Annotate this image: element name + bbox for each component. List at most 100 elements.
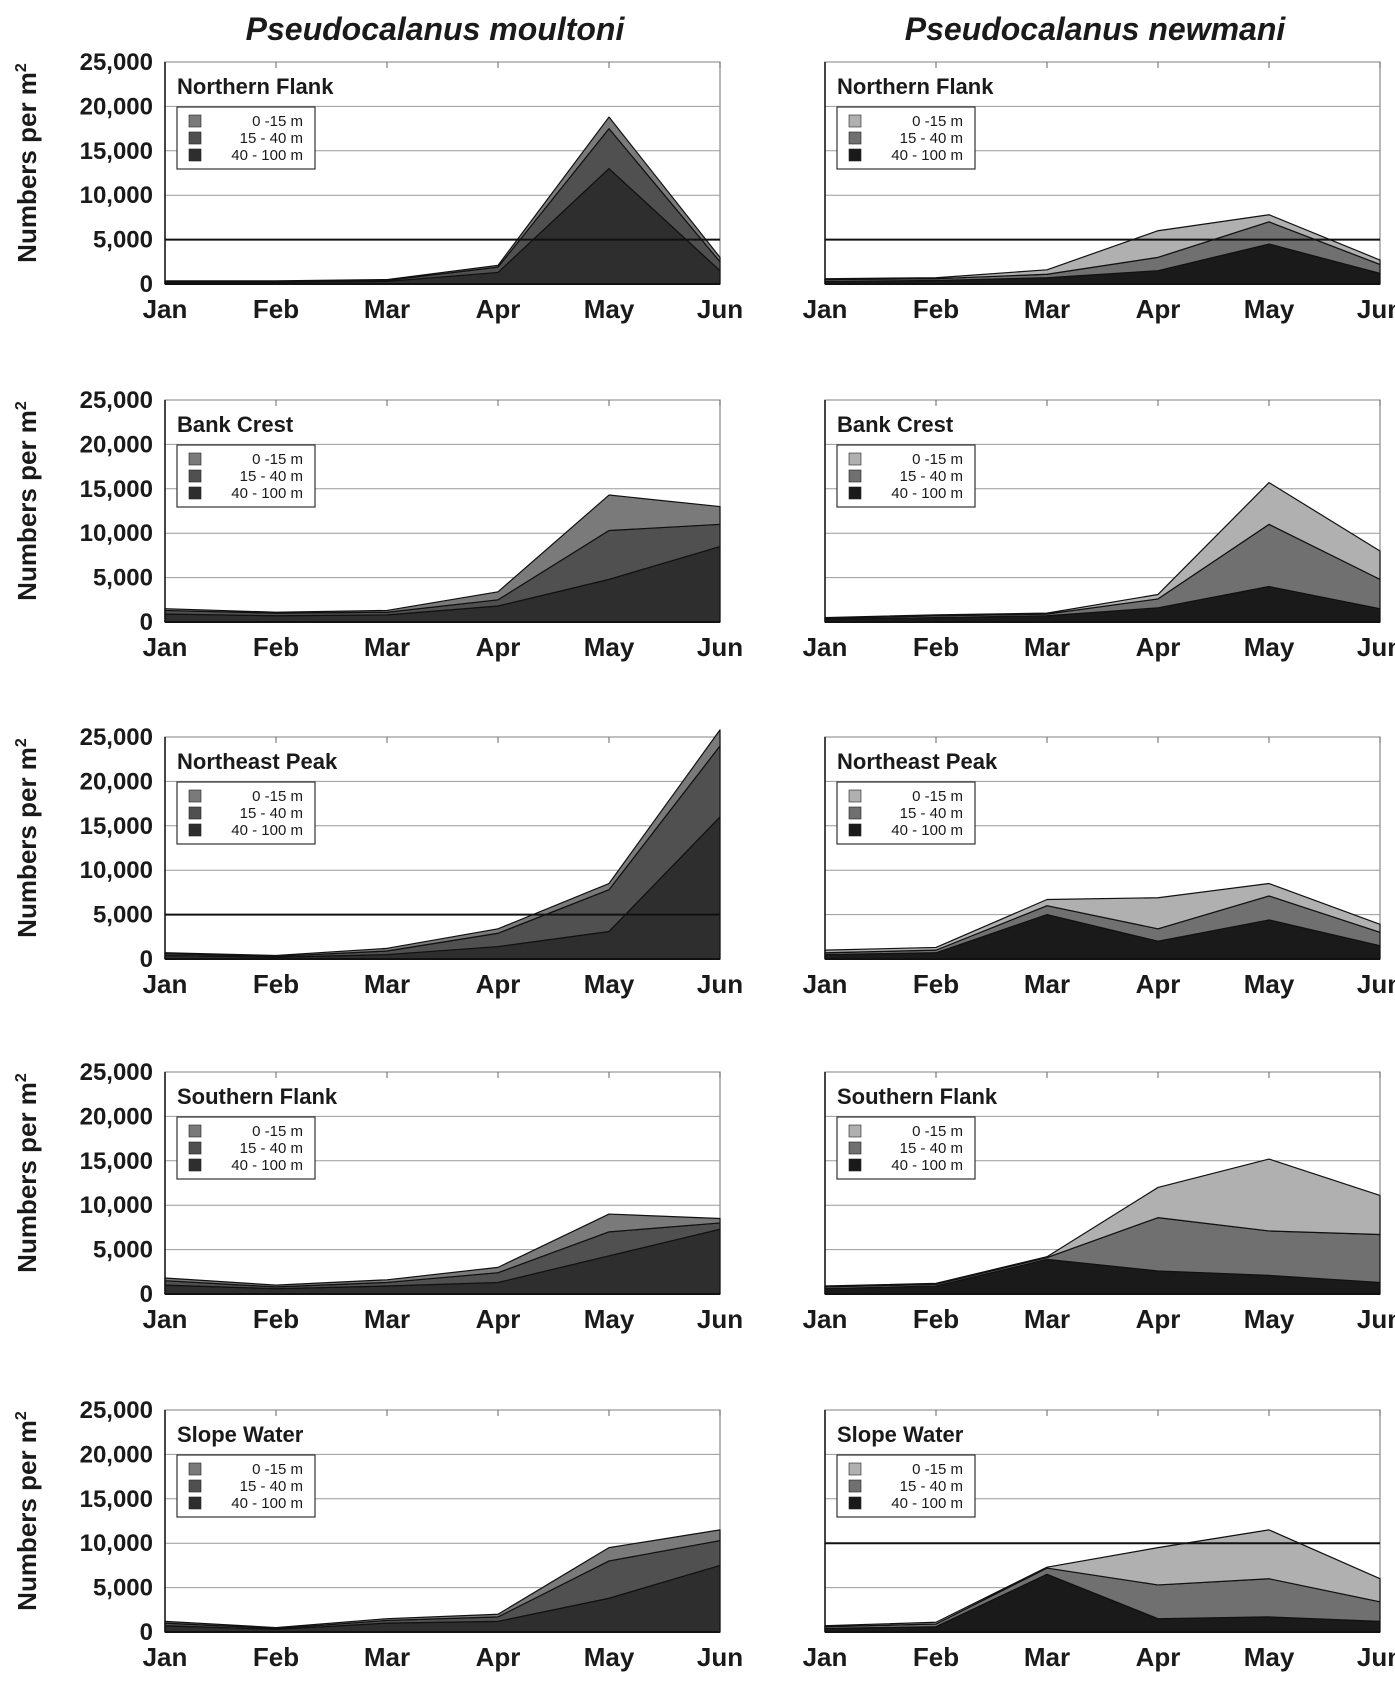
x-tick-label: Jan	[143, 1642, 188, 1672]
x-tick-label: May	[584, 632, 635, 662]
legend-label: 15 - 40 m	[900, 468, 963, 485]
y-tick-label: 20,000	[80, 93, 153, 120]
x-tick-label: Apr	[1136, 969, 1181, 999]
x-tick-label: May	[584, 969, 635, 999]
x-tick-label: Jan	[803, 1642, 848, 1672]
x-tick-label: Apr	[476, 1304, 521, 1334]
y-tick-label: 25,000	[80, 1397, 153, 1424]
legend-swatch	[188, 469, 202, 483]
x-tick-label: Feb	[913, 294, 959, 324]
y-tick-label: 20,000	[80, 1441, 153, 1468]
x-tick-label: Feb	[253, 632, 299, 662]
legend-swatch	[848, 131, 862, 145]
x-tick-label: May	[1244, 1642, 1295, 1672]
legend-swatch	[848, 789, 862, 803]
panel-moultoni-slope-water: 0 5,000 10,000 15,000 20,000 25,000 Numbers pe…	[12, 1397, 743, 1672]
y-tick-label: 10,000	[80, 1192, 153, 1219]
panel-moultoni-northern-flank: 0 5,000 10,000 15,000 20,000 25,000 Numbers pe…	[12, 49, 743, 324]
legend-label: 0 -15 m	[252, 113, 303, 130]
legend-swatch	[188, 1479, 202, 1493]
x-tick-label: Jan	[143, 1304, 188, 1334]
y-axis-label-text: Numbers per m	[12, 1420, 42, 1611]
x-tick-label: May	[584, 1304, 635, 1334]
x-tick-label: Mar	[364, 632, 410, 662]
x-tick-label: Jan	[143, 632, 188, 662]
legend-swatch	[188, 1141, 202, 1155]
x-tick-label: Mar	[1024, 632, 1070, 662]
y-tick-label: 15,000	[80, 813, 153, 840]
y-axis-label-text: Numbers per m	[12, 747, 42, 938]
legend-label: 0 -15 m	[912, 1123, 963, 1140]
y-tick-label: 0	[140, 1281, 153, 1308]
x-tick-label: Mar	[1024, 1642, 1070, 1672]
x-tick-label: May	[1244, 294, 1295, 324]
x-tick-label: Apr	[476, 1642, 521, 1672]
legend-swatch	[188, 452, 202, 466]
x-tick-label: Feb	[913, 632, 959, 662]
legend-label: 40 - 100 m	[231, 1495, 303, 1512]
area-series	[164, 494, 721, 614]
x-tick-label: Feb	[913, 1304, 959, 1334]
y-tick-label: 15,000	[80, 1486, 153, 1513]
x-tick-label: Mar	[1024, 1304, 1070, 1334]
y-tick-label: 25,000	[80, 724, 153, 751]
panel-title: Slope Water	[837, 1422, 964, 1447]
legend-label: 40 - 100 m	[231, 485, 303, 502]
x-tick-label: Jan	[143, 969, 188, 999]
x-tick-label: Apr	[1136, 1304, 1181, 1334]
y-axis-label-superscript: 2	[13, 738, 30, 747]
y-axis-label-text: Numbers per m	[12, 1082, 42, 1273]
area-series	[164, 1213, 721, 1288]
panel-title: Slope Water	[177, 1422, 304, 1447]
x-tick-label: Jun	[697, 294, 743, 324]
legend-swatch	[188, 1462, 202, 1476]
x-tick-label: Jan	[803, 632, 848, 662]
legend-swatch	[848, 469, 862, 483]
legend-swatch	[848, 1496, 862, 1510]
legend-swatch	[848, 1124, 862, 1138]
column-title-right: Pseudocalanus newmani	[905, 11, 1287, 47]
legend-label: 40 - 100 m	[891, 1157, 963, 1174]
legend-label: 15 - 40 m	[900, 1478, 963, 1495]
y-tick-label: 0	[140, 1619, 153, 1646]
y-axis-label-superscript: 2	[13, 1411, 30, 1420]
legend-swatch	[848, 114, 862, 128]
y-axis-label: Numbers per m2	[12, 63, 42, 263]
legend-label: 15 - 40 m	[240, 805, 303, 822]
x-tick-label: Apr	[1136, 632, 1181, 662]
y-tick-label: 5,000	[93, 227, 153, 254]
y-tick-label: 10,000	[80, 182, 153, 209]
y-axis-label-superscript: 2	[13, 401, 30, 410]
legend-label: 0 -15 m	[912, 788, 963, 805]
y-tick-label: 15,000	[80, 476, 153, 503]
legend-label: 15 - 40 m	[900, 1140, 963, 1157]
x-tick-label: Feb	[253, 1642, 299, 1672]
y-axis-label: Numbers per m2	[12, 1073, 42, 1273]
x-tick-label: Jun	[1357, 294, 1395, 324]
legend-swatch	[848, 148, 862, 162]
y-tick-label: 10,000	[80, 857, 153, 884]
y-tick-label: 5,000	[93, 1237, 153, 1264]
legend-swatch	[188, 486, 202, 500]
panel-newmani-northeast-peak: Jan Feb Mar Apr May Jun Northeast Peak 0 -15 m1…	[803, 736, 1395, 999]
legend-label: 40 - 100 m	[891, 1495, 963, 1512]
x-tick-label: Feb	[913, 1642, 959, 1672]
legend-swatch	[188, 789, 202, 803]
y-axis-label-text: Numbers per m	[12, 72, 42, 263]
legend-label: 15 - 40 m	[900, 805, 963, 822]
x-tick-label: Jun	[1357, 1642, 1395, 1672]
x-tick-label: Apr	[476, 969, 521, 999]
x-tick-label: Jan	[143, 294, 188, 324]
legend-swatch	[848, 1141, 862, 1155]
y-tick-label: 20,000	[80, 431, 153, 458]
y-tick-label: 15,000	[80, 138, 153, 165]
x-tick-label: Jun	[697, 1642, 743, 1672]
area-series	[824, 882, 1381, 954]
x-tick-label: May	[1244, 969, 1295, 999]
x-tick-label: Jun	[697, 969, 743, 999]
panel-title: Northeast Peak	[837, 749, 998, 774]
legend-label: 40 - 100 m	[231, 822, 303, 839]
x-tick-label: Mar	[364, 1304, 410, 1334]
